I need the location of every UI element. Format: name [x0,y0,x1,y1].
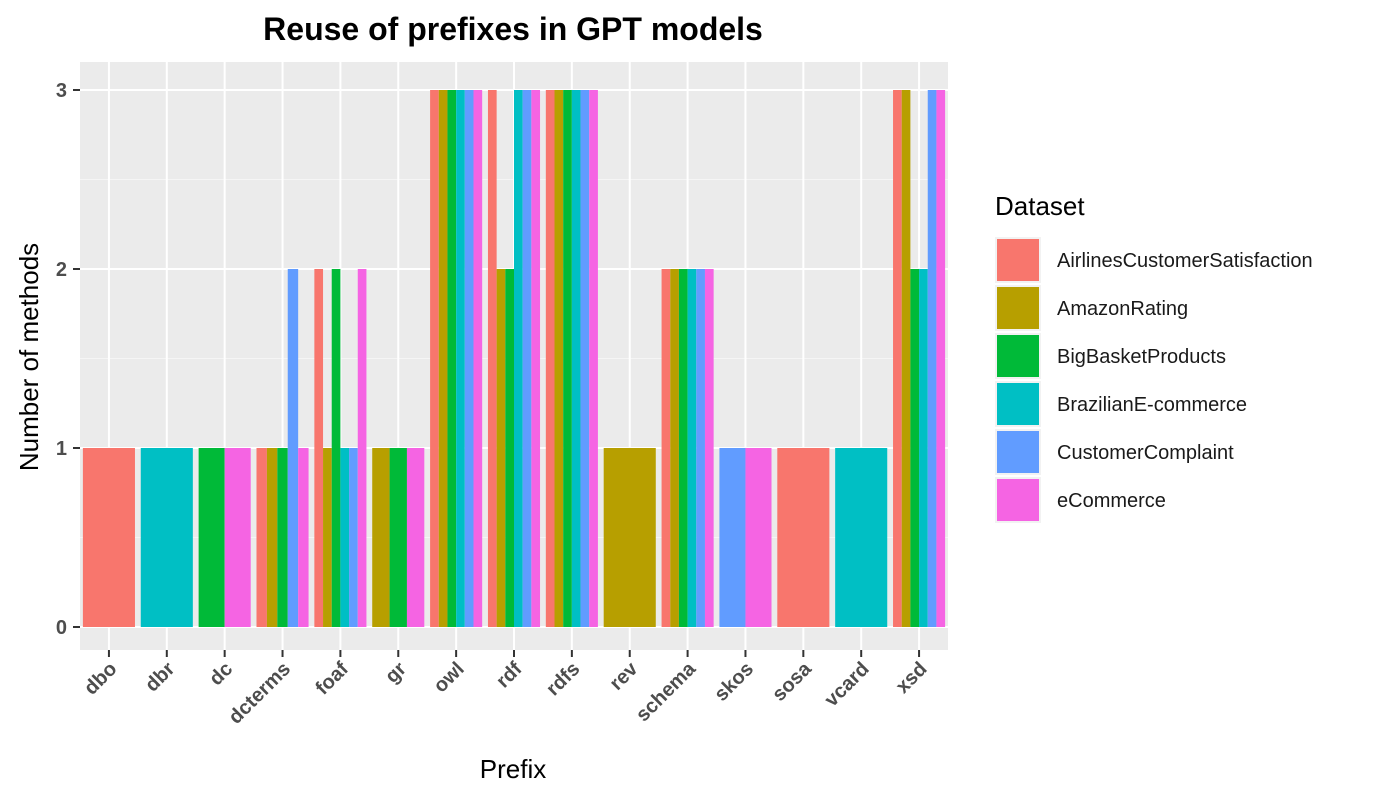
bar [473,90,483,627]
bar [266,448,278,627]
x-tick-label: schema [632,657,701,726]
x-axis-title: Prefix [480,754,546,784]
bar [82,448,135,627]
bar [340,448,350,627]
legend-label: CustomerComplaint [1057,442,1234,464]
legend-label: BigBasketProducts [1057,346,1226,368]
bar [531,90,541,627]
legend-label: AmazonRating [1057,298,1188,320]
bar [936,90,946,627]
x-tick-label: rdfs [542,658,584,700]
bar [438,90,448,627]
bar [603,448,656,627]
bar [563,90,572,627]
bar [901,90,911,627]
bar [456,90,465,627]
bar [745,448,772,627]
x-tick-label: foaf [311,658,353,700]
bar [777,448,830,627]
bar [571,90,581,627]
bar [277,448,288,627]
bar [661,269,671,627]
bar [678,269,688,627]
bar [704,269,714,627]
bar [589,90,598,627]
bars [82,90,946,627]
y-tick-label: 1 [56,438,67,460]
bar [372,448,390,627]
x-tick-label: dbr [141,658,179,696]
bar [331,269,341,627]
bar [140,448,193,627]
x-tick-label: skos [710,658,758,706]
legend-swatch [997,383,1039,425]
bar [545,90,555,627]
bar [357,269,367,627]
bar [514,90,523,627]
chart-title: Reuse of prefixes in GPT models [263,11,763,47]
legend-swatch [997,479,1039,521]
bar [487,90,497,627]
bar [323,448,332,627]
legend-swatch [997,431,1039,473]
legend: Dataset AirlinesCustomerSatisfaction Amaz… [995,191,1313,523]
y-tick-label: 3 [56,80,67,102]
x-tick-label: dc [205,658,237,690]
bar [927,90,937,627]
x-tick-label: gr [381,658,411,688]
legend-swatch [997,239,1039,281]
bar [719,448,746,627]
bar [522,90,532,627]
legend-swatch [997,335,1039,377]
x-tick-label: dcterms [224,658,295,729]
bar [406,448,425,627]
legend-label: eCommerce [1057,490,1166,512]
x-tick-label: sosa [768,657,816,705]
legend-label: AirlinesCustomerSatisfaction [1057,250,1313,272]
bar [389,448,407,627]
bar [505,269,514,627]
bar [430,90,439,627]
bar [256,448,267,627]
bar [224,448,251,627]
bar [687,269,697,627]
x-tick-label: dbo [80,658,121,699]
bar [670,269,679,627]
bar [580,90,590,627]
y-axis: 0 1 2 3 [56,80,80,639]
bar [496,269,506,627]
legend-title: Dataset [995,191,1085,221]
legend-swatch [997,287,1039,329]
legend-label: BrazilianE-commerce [1057,394,1247,416]
bar [696,269,705,627]
y-tick-label: 0 [56,617,67,639]
x-tick-label: vcard [820,658,873,711]
x-tick-label: xsd [892,658,932,698]
x-tick-label: rev [605,657,642,694]
bar [298,448,309,627]
y-axis-title: Number of methods [14,243,44,471]
bar [287,269,299,627]
bar [835,448,888,627]
bar [919,269,928,627]
x-tick-label: owl [430,658,469,697]
bar [314,269,324,627]
bar [198,448,225,627]
bar [447,90,457,627]
bar [910,269,920,627]
bar [893,90,902,627]
bar [349,448,358,627]
bar [464,90,474,627]
y-tick-label: 2 [56,259,67,281]
x-tick-label: rdf [492,658,527,693]
bar [554,90,564,627]
